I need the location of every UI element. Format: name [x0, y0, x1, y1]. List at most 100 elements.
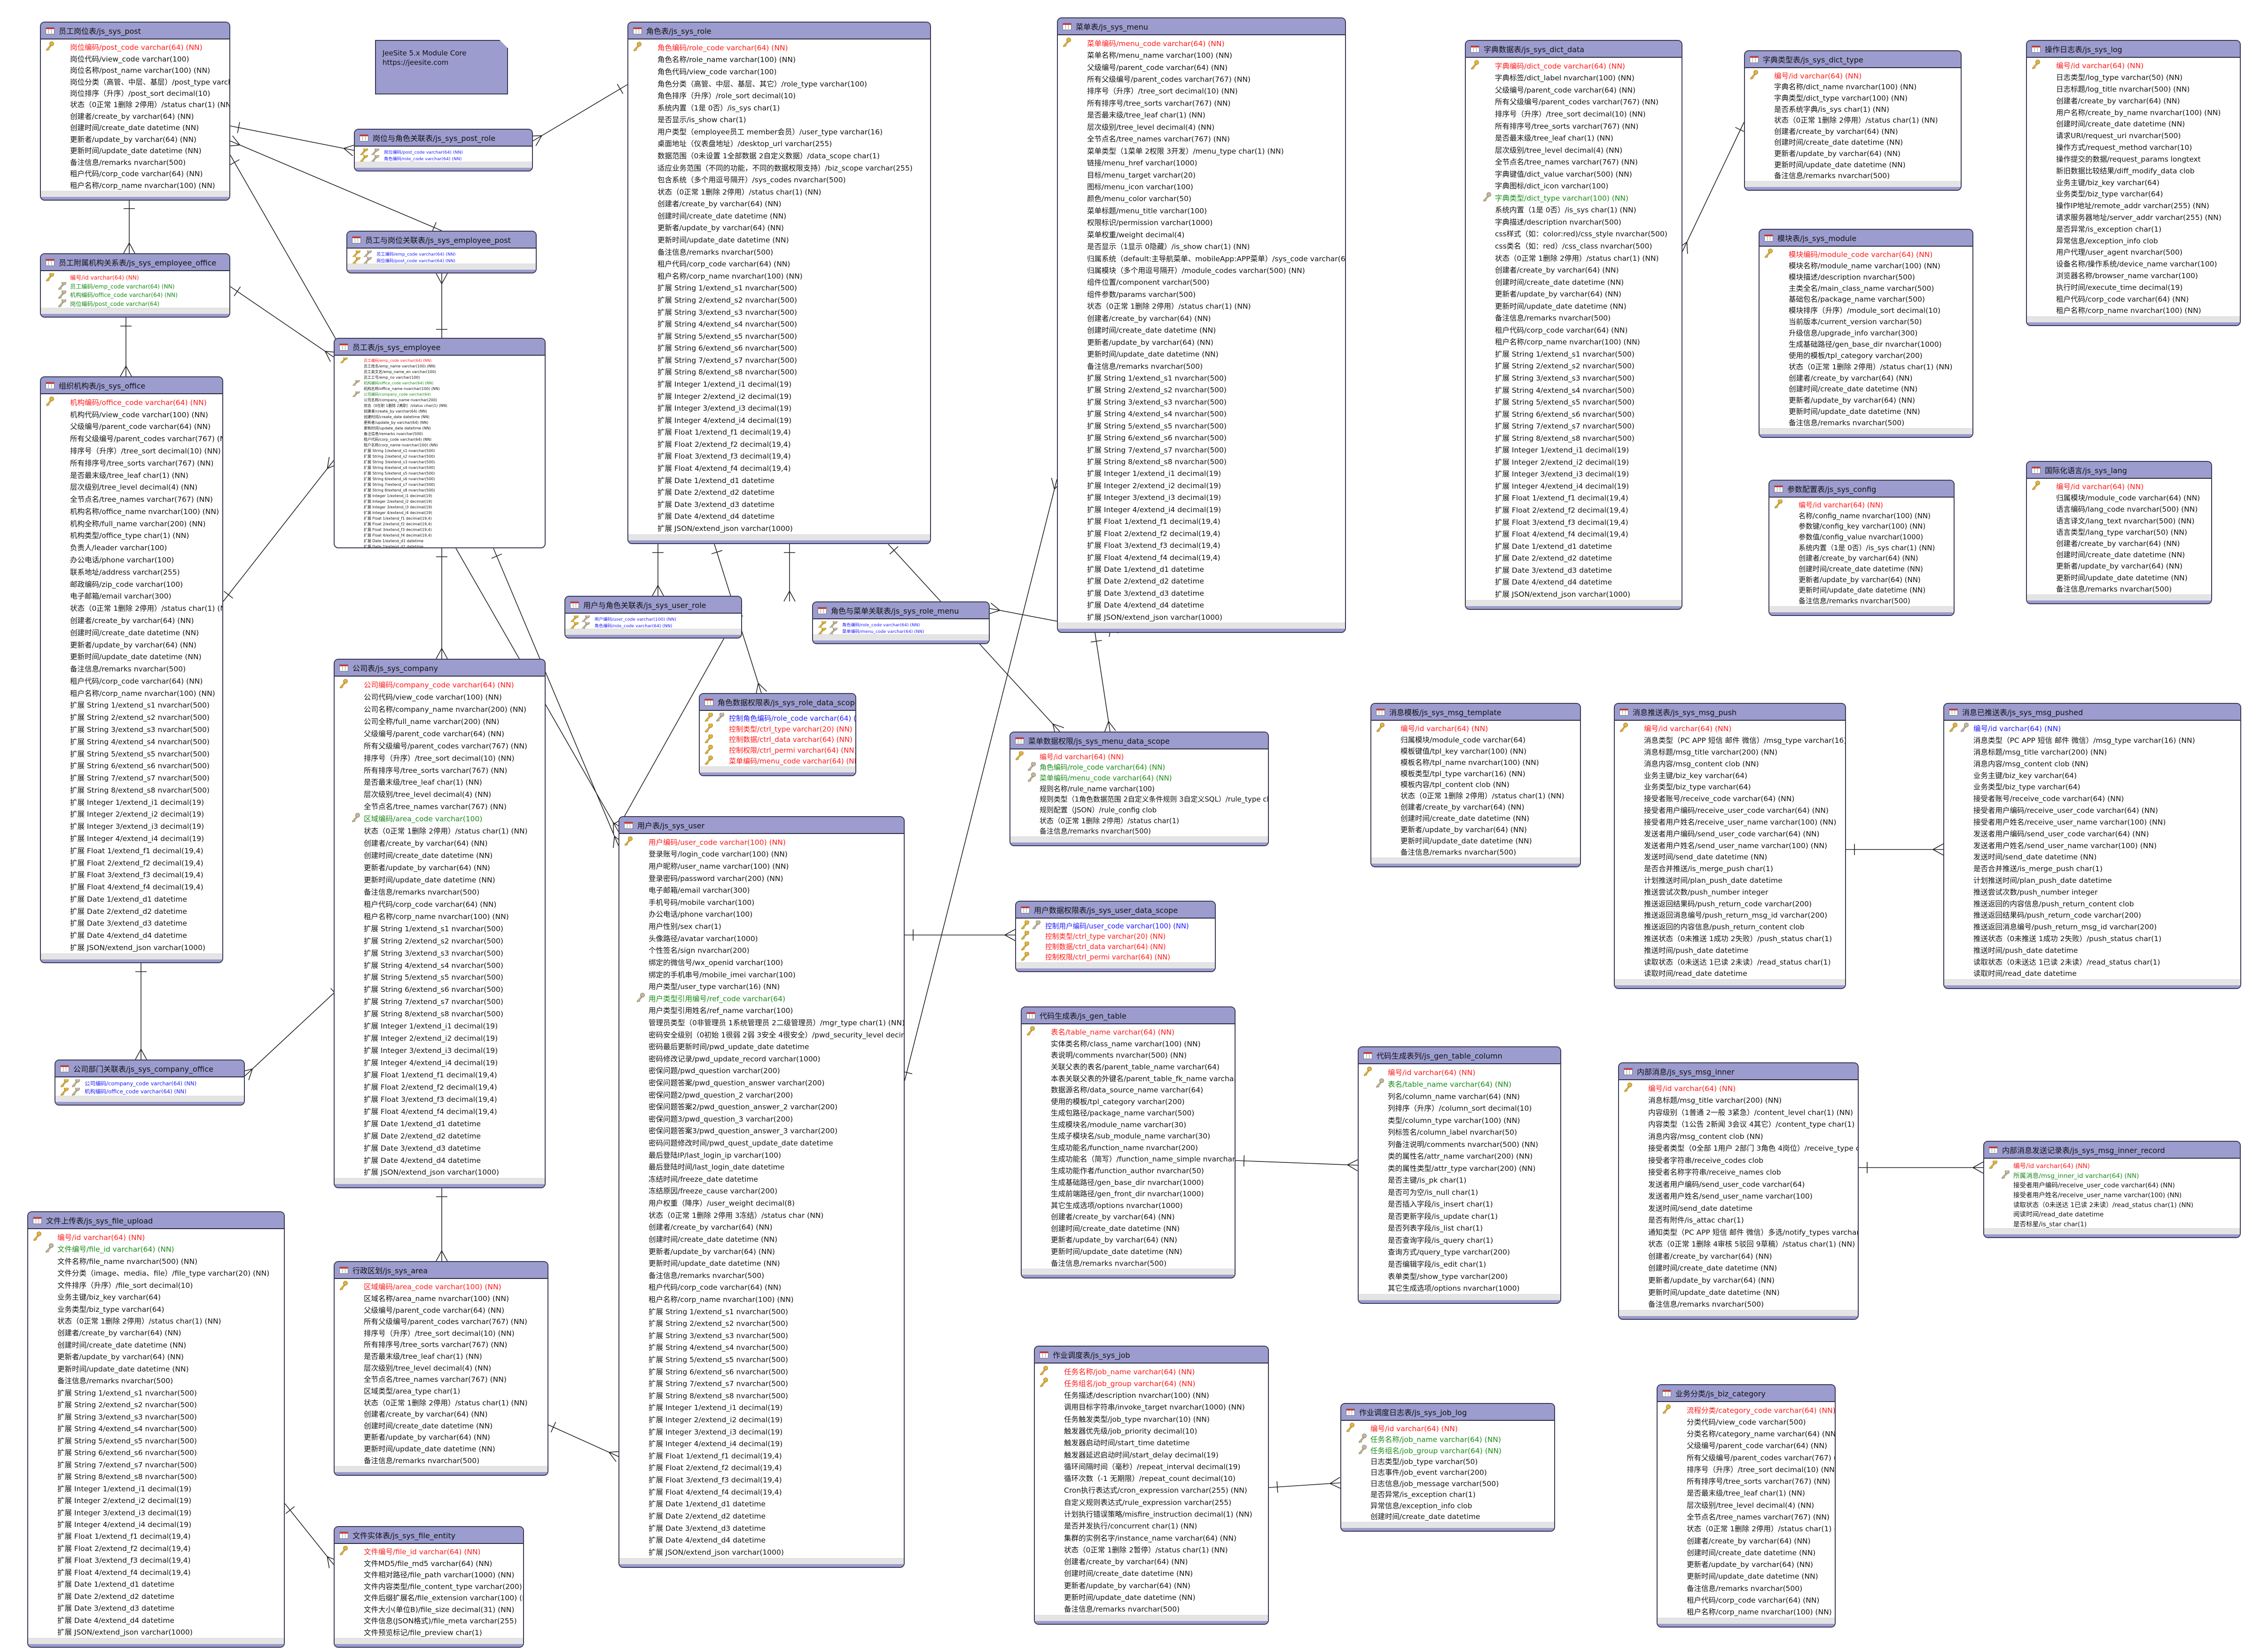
table-column[interactable]: 机构类型/office_type char(1) (NN)	[41, 530, 222, 542]
table-column[interactable]: 扩展 String 8/extend_s8 nvarchar(500)	[619, 1389, 904, 1402]
table-column[interactable]: 扩展 String 4/extend_s4 nvarchar(500)	[41, 735, 222, 748]
table-column[interactable]: 租户代码/corp_code varchar(64) (NN)	[619, 1281, 904, 1294]
table-column[interactable]: 密保问题2/pwd_question_2 varchar(200)	[619, 1089, 904, 1101]
table-column[interactable]: 包含系统（多个用逗号隔开）/sys_codes nvarchar(500)	[628, 173, 930, 186]
table-column[interactable]: 扩展 JSON/extend_json varchar(1000)	[41, 941, 222, 953]
table-column[interactable]: 创建者/create_by varchar(64) (NN)	[1058, 312, 1345, 324]
table-column[interactable]: 更新者/update_by varchar(64) (NN)	[2027, 560, 2211, 571]
table-column[interactable]: 公司名称/company_name nvarchar(200) (NN)	[335, 703, 545, 715]
table-column[interactable]: 创建者/create_by varchar(64) (NN)	[619, 1221, 904, 1233]
table-column[interactable]: 扩展 JSON/extend_json varchar(1000)	[1058, 611, 1345, 623]
table-column[interactable]: 扩展 Integer 3/extend_i3 decimal(19)	[28, 1506, 284, 1518]
table-column[interactable]: 扩展 JSON/extend_json varchar(1000)	[28, 1626, 284, 1637]
table-column[interactable]: 业务主键/biz_key varchar(64)	[2027, 176, 2240, 188]
table-header[interactable]: 业务分类/js_biz_category	[1658, 1385, 1835, 1402]
table-column[interactable]: 更新者/update_by varchar(64) (NN)	[1466, 288, 1682, 300]
table-js-sys-config[interactable]: 参数配置表/js_sys_config 编号/id varchar(64) (NN…	[1768, 480, 1955, 616]
table-column[interactable]: 规则名称/rule_name varchar(100)	[1010, 783, 1268, 794]
table-column[interactable]: 操作方式/request_method varchar(10)	[2027, 141, 2240, 153]
table-column[interactable]: 推送返回结果码/push_return_code varchar(200)	[1615, 897, 1845, 909]
table-column[interactable]: 扩展 String 3/extend_s3 nvarchar(500)	[1466, 372, 1682, 384]
table-column[interactable]: 扩展 Integer 4/extend_i4 decimal(19)	[41, 832, 222, 844]
table-column[interactable]: 最后登陆IP/last_login_ip varchar(100)	[619, 1149, 904, 1161]
table-column[interactable]: 消息标题/msg_title varchar(200) (NN)	[1619, 1094, 1858, 1107]
table-column[interactable]: 手机号码/mobile varchar(100)	[619, 896, 904, 908]
table-js-sys-user-role[interactable]: 用户与角色关联表/js_sys_user_role 用户编码/user_code …	[564, 596, 742, 639]
table-header[interactable]: 文件上传表/js_sys_file_upload	[28, 1212, 284, 1229]
primary-key-column[interactable]: 编号/id varchar(64) (NN)	[2027, 60, 2240, 71]
table-column[interactable]: 公司名称/company_name nvarchar(200)	[335, 397, 545, 403]
table-column[interactable]: 推送时间/push_date datetime	[1615, 944, 1845, 956]
table-column[interactable]: 扩展 String 8/extend_s8 nvarchar(500)	[41, 784, 222, 796]
table-column[interactable]: 是否列表字段/is_list char(1)	[1359, 1222, 1560, 1234]
table-column[interactable]: 扩展 String 7/extend_s7 nvarchar(500)	[335, 482, 545, 487]
table-column[interactable]: 备注信息/remarks nvarchar(500)	[28, 1375, 284, 1387]
table-column[interactable]: 创建时间/create_date datetime (NN)	[335, 849, 545, 861]
table-column[interactable]: 任务描述/description nvarchar(100) (NN)	[1035, 1389, 1268, 1401]
table-column[interactable]: 扩展 Integer 3/extend_i3 decimal(19)	[335, 1044, 545, 1056]
table-header[interactable]: 员工与岗位关联表/js_sys_employee_post	[347, 232, 536, 249]
table-column[interactable]: 角色名称/role_name varchar(100) (NN)	[628, 54, 930, 66]
table-column[interactable]: 更新者/update_by varchar(64) (NN)	[335, 420, 545, 425]
table-column[interactable]: 扩展 Date 3/extend_d3 datetime	[28, 1602, 284, 1614]
table-column[interactable]: 更新者/update_by varchar(64) (NN)	[1769, 574, 1954, 585]
table-column[interactable]: 归属模块/module_code varchar(64) (NN)	[2027, 492, 2211, 503]
table-column[interactable]: 管理员类型（0非管理员 1系统管理员 2二级管理员）/mgr_type char…	[619, 1016, 904, 1029]
table-column[interactable]: 扩展 Float 1/extend_f1 decimal(19,4)	[628, 426, 930, 438]
table-column[interactable]: 更新者/update_by varchar(64) (NN)	[628, 222, 930, 234]
table-column[interactable]: 模板键值/tpl_key varchar(100) (NN)	[1371, 745, 1580, 756]
table-column[interactable]: 扩展 Date 1/extend_d1 datetime	[1058, 563, 1345, 575]
table-column[interactable]: 扩展 Float 2/extend_f2 decimal(19,4)	[28, 1542, 284, 1554]
table-js-sys-role[interactable]: 角色表/js_sys_role 角色编码/role_code varchar(64…	[627, 22, 931, 544]
table-column[interactable]: 推送状态（0未推送 1成功 2失败）/push_status char(1)	[1944, 933, 2240, 944]
table-column[interactable]: 扩展 Float 2/extend_f2 decimal(19,4)	[1466, 504, 1682, 516]
primary-key-column[interactable]: 编号/id varchar(64) (NN)	[41, 273, 229, 282]
table-column[interactable]: 扩展 String 6/extend_s6 nvarchar(500)	[335, 476, 545, 482]
table-column[interactable]: 扩展 Float 4/extend_f4 decimal(19,4)	[1466, 528, 1682, 540]
table-column[interactable]: 办公电话/phone varchar(100)	[619, 908, 904, 920]
table-column[interactable]: 更新者/update_by varchar(64) (NN)	[335, 861, 545, 873]
table-column[interactable]: 备注信息/remarks nvarchar(500)	[335, 431, 545, 436]
foreign-key-column[interactable]: 菜单编码/menu_code varchar(64) (NN)	[1010, 772, 1268, 783]
table-column[interactable]: 扩展 String 7/extend_s7 nvarchar(500)	[1058, 444, 1345, 455]
table-column[interactable]: 扩展 Integer 4/extend_i4 decimal(19)	[619, 1437, 904, 1449]
table-column[interactable]: 规则配置（JSON）/rule_config clob	[1010, 804, 1268, 815]
table-column[interactable]: 状态（0正常 1删除 2停用）/status char(1) (NN)	[1745, 114, 1961, 125]
foreign-key-column[interactable]: 角色编码/role_code varchar(64) (NN)	[1010, 762, 1268, 773]
table-column[interactable]: 父级编号/parent_code varchar(64) (NN)	[1466, 84, 1682, 96]
table-column[interactable]: 区域类型/area_type char(1)	[335, 1385, 548, 1397]
table-column[interactable]: 业务主键/biz_key varchar(64)	[1944, 769, 2240, 781]
table-column[interactable]: 扩展 Integer 4/extend_i4 decimal(19)	[628, 414, 930, 426]
table-column[interactable]: 归属系统（default:主导航菜单、mobileApp:APP菜单）/sys_…	[1058, 252, 1345, 264]
table-column[interactable]: 扩展 String 5/extend_s5 nvarchar(500)	[619, 1353, 904, 1365]
table-js-sys-office[interactable]: 组织机构表/js_sys_office 机构编码/office_code varc…	[40, 376, 223, 963]
table-column[interactable]: 密码问题修改时间/pwd_quest_update_date datetime	[619, 1137, 904, 1149]
table-column[interactable]: 扩展 Integer 3/extend_i3 decimal(19)	[1466, 468, 1682, 480]
table-column[interactable]: 租户名称/corp_name nvarchar(100) (NN)	[41, 179, 229, 190]
table-column[interactable]: 组件位置/component varchar(500)	[1058, 276, 1345, 288]
table-column[interactable]: 计划执行错误策略/misfire_instruction decimal(1) …	[1035, 1508, 1268, 1520]
table-column[interactable]: 接受者名称字符串/receive_names clob	[1619, 1166, 1858, 1178]
table-column[interactable]: 扩展 Date 1/extend_d1 datetime	[41, 893, 222, 905]
table-column[interactable]: 更新者/update_by varchar(64) (NN)	[1035, 1579, 1268, 1591]
table-column[interactable]: 创建者/create_by varchar(64) (NN)	[335, 1408, 548, 1420]
table-column[interactable]: 请求URI/request_uri nvarchar(500)	[2027, 130, 2240, 141]
table-column[interactable]: 层次级别/tree_level decimal(4) (NN)	[1658, 1499, 1835, 1511]
table-column[interactable]: 扩展 Float 2/extend_f2 decimal(19,4)	[335, 521, 545, 527]
table-column[interactable]: 创建者/create_by varchar(64) (NN)	[41, 110, 229, 122]
table-column[interactable]: 机构全称/full_name varchar(200) (NN)	[41, 517, 222, 530]
table-column[interactable]: 操作提交的数据/request_params longtext	[2027, 153, 2240, 165]
table-column[interactable]: 当前版本/current_version varchar(50)	[1760, 316, 1972, 327]
table-column[interactable]: 扩展 String 8/extend_s8 nvarchar(500)	[335, 1007, 545, 1020]
table-column[interactable]: 扩展 String 5/extend_s5 nvarchar(500)	[41, 748, 222, 760]
table-column[interactable]: 创建者/create_by varchar(64) (NN)	[335, 408, 545, 414]
table-column[interactable]: css样式（如：color:red)/css_style nvarchar(50…	[1466, 228, 1682, 240]
table-column[interactable]: 创建时间/create_date datetime (NN)	[1745, 137, 1961, 148]
table-column[interactable]: 扩展 String 2/extend_s2 nvarchar(500)	[1058, 384, 1345, 396]
table-column[interactable]: 更新时间/update_date datetime (NN)	[335, 1443, 548, 1455]
foreign-key-column[interactable]: 公司编码/company_code varchar(64)	[335, 391, 545, 397]
table-column[interactable]: 扩展 Float 3/extend_f3 decimal(19,4)	[619, 1473, 904, 1486]
table-column[interactable]: 扩展 Float 3/extend_f3 decimal(19,4)	[1058, 539, 1345, 551]
table-column[interactable]: 岗位排序（升序）/post_sort decimal(10)	[41, 87, 229, 99]
table-column[interactable]: 参数值/config_value nvarchar(1000)	[1769, 531, 1954, 542]
